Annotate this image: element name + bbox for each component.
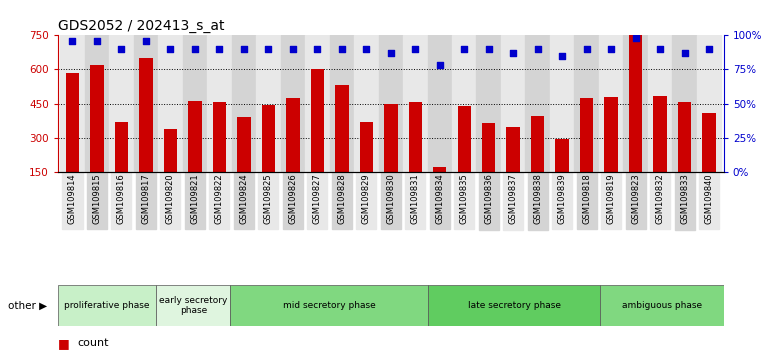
Bar: [452, 35, 477, 172]
Bar: [629, 35, 642, 172]
Text: ■: ■: [58, 337, 69, 350]
Bar: [213, 102, 226, 172]
Bar: [648, 35, 672, 172]
Point: [654, 46, 666, 52]
Bar: [702, 113, 716, 172]
Bar: [85, 35, 109, 172]
Bar: [525, 35, 550, 172]
Point: [458, 46, 470, 52]
Bar: [207, 35, 232, 172]
Bar: [433, 167, 447, 172]
Point: [703, 46, 715, 52]
Bar: [477, 35, 501, 172]
Bar: [335, 85, 349, 172]
Bar: [230, 285, 428, 326]
Bar: [156, 285, 230, 326]
Bar: [256, 35, 280, 172]
Text: late secretory phase: late secretory phase: [467, 301, 561, 310]
Point: [311, 46, 323, 52]
Text: ambiguous phase: ambiguous phase: [622, 301, 702, 310]
Point: [286, 46, 299, 52]
Bar: [678, 102, 691, 172]
Point: [678, 50, 691, 56]
Bar: [482, 123, 495, 172]
Bar: [262, 105, 275, 172]
Bar: [139, 58, 152, 172]
Bar: [305, 35, 330, 172]
Bar: [555, 139, 569, 172]
Bar: [360, 122, 373, 172]
Bar: [90, 65, 104, 172]
Point: [409, 46, 421, 52]
Bar: [237, 117, 250, 172]
Point: [262, 46, 274, 52]
Point: [605, 46, 618, 52]
Point: [91, 38, 103, 44]
Point: [164, 46, 176, 52]
Bar: [403, 35, 427, 172]
Point: [630, 35, 642, 41]
Bar: [354, 35, 379, 172]
Bar: [280, 35, 305, 172]
Bar: [672, 35, 697, 172]
Text: count: count: [77, 338, 109, 348]
Bar: [574, 35, 599, 172]
Bar: [601, 285, 724, 326]
Point: [116, 46, 128, 52]
Text: other ▶: other ▶: [8, 300, 47, 310]
Bar: [384, 103, 397, 172]
Bar: [550, 35, 574, 172]
Point: [556, 53, 568, 59]
Text: GDS2052 / 202413_s_at: GDS2052 / 202413_s_at: [58, 19, 224, 33]
Bar: [531, 116, 544, 172]
Bar: [182, 35, 207, 172]
Point: [336, 46, 348, 52]
Point: [360, 46, 373, 52]
Bar: [697, 35, 721, 172]
Bar: [134, 35, 158, 172]
Point: [531, 46, 544, 52]
Point: [139, 38, 152, 44]
Bar: [60, 35, 85, 172]
Bar: [624, 35, 648, 172]
Bar: [507, 127, 520, 172]
Bar: [501, 35, 525, 172]
Bar: [310, 69, 324, 172]
Bar: [379, 35, 403, 172]
Bar: [188, 101, 202, 172]
Point: [507, 50, 520, 56]
Bar: [115, 122, 128, 172]
Text: mid secretory phase: mid secretory phase: [283, 301, 376, 310]
Text: early secretory
phase: early secretory phase: [159, 296, 228, 315]
Bar: [654, 96, 667, 172]
Bar: [604, 97, 618, 172]
Bar: [65, 73, 79, 172]
Point: [384, 50, 397, 56]
Bar: [158, 35, 182, 172]
Point: [483, 46, 495, 52]
Point: [581, 46, 593, 52]
Bar: [427, 35, 452, 172]
Bar: [232, 35, 256, 172]
Bar: [428, 285, 601, 326]
Point: [434, 63, 446, 68]
Bar: [580, 98, 594, 172]
Bar: [330, 35, 354, 172]
Bar: [409, 102, 422, 172]
Bar: [457, 106, 471, 172]
Bar: [599, 35, 624, 172]
Point: [238, 46, 250, 52]
Point: [66, 38, 79, 44]
Text: proliferative phase: proliferative phase: [65, 301, 150, 310]
Bar: [286, 98, 300, 172]
Point: [213, 46, 226, 52]
Bar: [164, 129, 177, 172]
Bar: [58, 285, 156, 326]
Bar: [109, 35, 134, 172]
Point: [189, 46, 201, 52]
